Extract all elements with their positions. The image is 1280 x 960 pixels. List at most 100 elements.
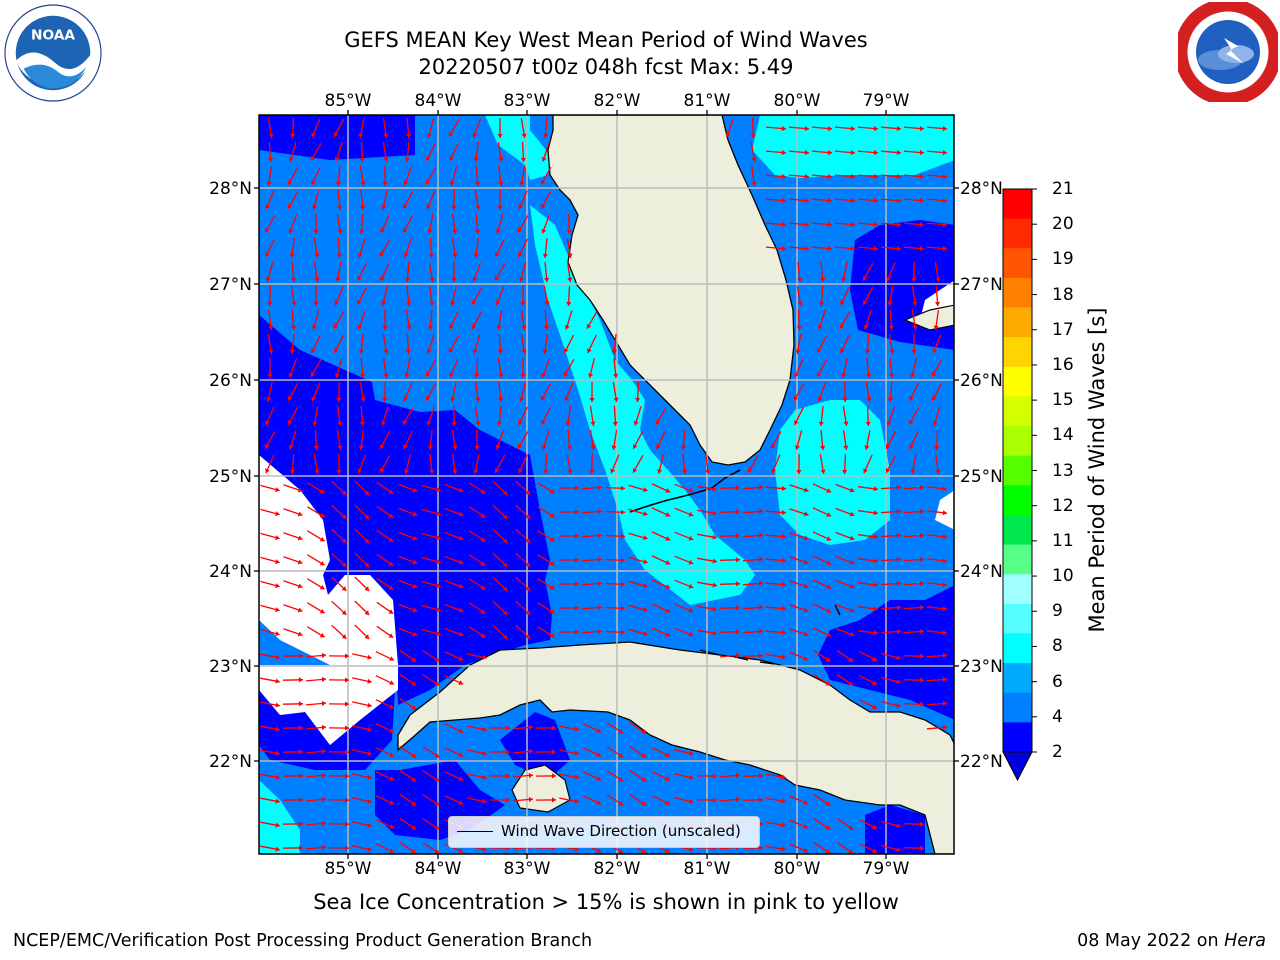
wind-wave-arrowhead — [931, 371, 937, 377]
wind-wave-arrowhead — [758, 580, 763, 587]
wind-wave-arrowhead — [575, 605, 579, 611]
wind-wave-arrowhead — [426, 133, 432, 138]
wind-wave-arrowhead — [333, 132, 339, 137]
wind-wave-arrowhead — [919, 533, 924, 539]
wind-wave-arrowhead — [359, 421, 366, 426]
wind-wave-arrowhead — [321, 724, 326, 731]
wind-wave-arrowhead — [873, 510, 878, 516]
wind-wave-arrowhead — [525, 586, 531, 591]
below-2s-region — [865, 805, 925, 854]
wind-wave-arrowhead — [793, 395, 799, 401]
wind-wave-arrowhead — [794, 372, 799, 378]
wind-wave-arrowhead — [436, 559, 441, 565]
wind-wave-arrowhead — [781, 557, 786, 564]
wind-wave-arrowhead — [781, 245, 786, 252]
wind-wave-arrowhead — [597, 484, 602, 491]
wind-wave-arrowhead — [452, 469, 458, 474]
colorbar-tick-label: 6 — [1052, 671, 1063, 692]
wind-wave-arrowhead — [564, 396, 570, 402]
wind-wave-arrowhead — [841, 373, 847, 378]
wind-wave-arrowhead — [480, 561, 486, 566]
wind-wave-arrowhead — [919, 605, 924, 611]
wind-wave-arrowhead — [618, 753, 624, 758]
wind-wave-arrowhead — [863, 468, 868, 474]
wind-wave-arrowhead — [820, 445, 826, 450]
wind-wave-arrowhead — [712, 630, 717, 636]
wind-wave-arrowhead — [480, 513, 486, 518]
wind-wave-arrowhead — [297, 487, 303, 493]
wind-wave-arrowhead — [518, 420, 523, 425]
wind-wave-arrowhead — [873, 173, 878, 180]
wind-wave-arrowhead — [825, 801, 831, 806]
wind-wave-arrowhead — [842, 397, 848, 402]
wind-wave-arrowhead — [458, 800, 464, 805]
wind-wave-arrowhead — [620, 581, 625, 587]
wind-wave-arrowhead — [425, 372, 431, 377]
wind-wave-arrowhead — [321, 652, 326, 659]
wind-wave-arrowhead — [641, 801, 647, 806]
wind-wave-arrowhead — [364, 562, 370, 567]
wind-wave-arrowhead — [818, 421, 824, 426]
wind-wave-arrowhead — [521, 325, 527, 330]
wind-wave-arrowhead — [298, 701, 303, 707]
wind-wave-arrowhead — [942, 149, 947, 156]
wind-wave-arrowhead — [873, 582, 878, 588]
wind-wave-arrowhead — [471, 300, 477, 305]
wind-wave-arrowhead — [665, 488, 671, 493]
wind-wave-arrowhead — [849, 631, 855, 637]
wind-wave-arrowhead — [321, 772, 326, 779]
wind-wave-arrowhead — [942, 510, 947, 516]
wind-wave-arrowhead — [525, 490, 531, 495]
colorbar-segment — [1003, 692, 1032, 723]
wind-wave-arrowhead — [597, 628, 602, 635]
wind-wave-arrowhead — [541, 372, 547, 378]
wind-wave-arrowhead — [451, 278, 457, 282]
wind-wave-arrowhead — [643, 559, 648, 565]
wind-wave-arrowhead — [850, 173, 855, 180]
wind-wave-arrowhead — [643, 583, 648, 589]
wind-wave-arrowhead — [827, 197, 832, 204]
wind-wave-arrowhead — [298, 797, 303, 803]
wind-wave-arrowhead — [575, 485, 579, 491]
wind-wave-arrowhead — [896, 533, 901, 539]
wind-wave-arrowhead — [840, 348, 845, 354]
wind-wave-arrowhead — [458, 607, 464, 613]
wind-wave-arrowhead — [590, 445, 596, 450]
wind-wave-arrowhead — [297, 535, 303, 541]
wind-wave-arrowhead — [849, 583, 855, 589]
wind-wave-arrowhead — [502, 514, 508, 519]
wind-wave-arrowhead — [405, 277, 411, 282]
wind-wave-arrowhead — [575, 629, 579, 635]
lat-label-right: 24°N — [960, 562, 1003, 582]
wind-wave-arrowhead — [816, 372, 822, 377]
lat-label-right: 25°N — [960, 467, 1003, 487]
below-2s-region — [850, 220, 954, 350]
wind-wave-arrowhead — [781, 798, 786, 804]
grand-bahama — [903, 304, 954, 331]
wind-wave-arrowhead — [574, 774, 579, 780]
wind-wave-arrowhead — [896, 173, 901, 180]
wind-wave-arrowhead — [426, 156, 431, 161]
wind-wave-arrowhead — [425, 179, 431, 185]
period-4-6s-region — [775, 400, 890, 545]
wind-wave-arrowhead — [520, 302, 526, 306]
wind-wave-arrowhead — [319, 632, 325, 638]
wind-wave-arrowhead — [335, 181, 341, 186]
colorbar-segment — [1003, 663, 1032, 694]
wind-wave-arrowhead — [359, 229, 365, 234]
wind-wave-arrowhead — [517, 443, 523, 449]
lon-label-bottom: 80°W — [774, 859, 821, 879]
wind-wave-arrowhead — [521, 349, 527, 354]
wind-wave-arrowhead — [919, 245, 924, 252]
wind-wave-arrowhead — [665, 800, 670, 805]
footer-credit: NCEP/EMC/Verification Post Processing Pr… — [13, 931, 593, 951]
colorbar-segment — [1003, 248, 1032, 279]
lon-label-top: 79°W — [863, 91, 910, 111]
wind-wave-arrowhead — [345, 821, 349, 827]
wind-wave-arrowhead — [641, 729, 647, 734]
wind-wave-arrowhead — [289, 253, 295, 258]
wind-wave-arrowhead — [379, 467, 385, 473]
wind-wave-arrowhead — [458, 559, 464, 565]
wind-wave-arrowhead — [819, 301, 825, 306]
